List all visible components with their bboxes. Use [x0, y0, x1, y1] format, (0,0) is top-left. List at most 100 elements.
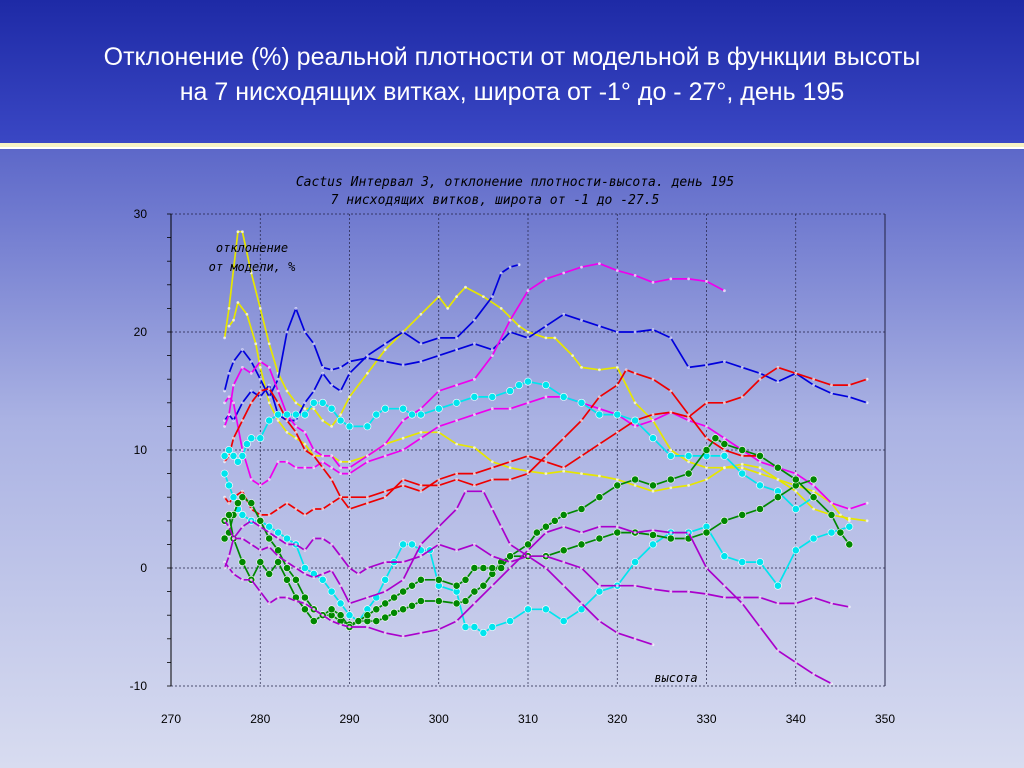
data-point [227, 554, 231, 558]
data-point [285, 501, 289, 505]
data-point [294, 599, 298, 603]
data-point [633, 274, 637, 277]
y-tick-label: -10 [130, 679, 148, 693]
data-point [791, 475, 800, 484]
data-point [366, 596, 369, 599]
data-point [809, 493, 818, 502]
data-point [756, 505, 764, 513]
data-point [241, 419, 244, 422]
data-point [267, 387, 271, 390]
data-point [256, 558, 265, 566]
data-point [847, 383, 851, 387]
data-point [232, 318, 235, 322]
data-point [383, 348, 387, 352]
data-point [238, 511, 247, 519]
x-tick-label: 310 [518, 712, 538, 726]
data-point [321, 454, 325, 458]
data-point [258, 590, 262, 593]
data-point [419, 543, 423, 546]
data-point [303, 407, 307, 411]
data-point [274, 546, 282, 555]
data-point [508, 407, 512, 411]
data-point [562, 560, 566, 564]
data-point [723, 448, 726, 452]
data-point [464, 285, 467, 289]
data-point [758, 371, 762, 375]
data-point [309, 398, 318, 407]
data-point [812, 672, 815, 676]
data-point [330, 425, 333, 428]
data-point [812, 377, 815, 381]
data-point [276, 596, 280, 599]
data-point [383, 342, 387, 346]
data-point [321, 537, 325, 540]
data-point [276, 460, 280, 464]
data-point [223, 519, 227, 523]
data-point [318, 575, 327, 584]
data-point [267, 383, 271, 387]
data-point [542, 605, 550, 614]
data-point [437, 543, 441, 546]
x-axis-label: высота [654, 671, 697, 685]
data-point [720, 451, 729, 460]
data-point [758, 596, 762, 599]
data-point [229, 451, 238, 460]
data-point [276, 377, 280, 381]
data-point [562, 436, 566, 440]
data-point [580, 566, 583, 570]
y-axis-label-line1: отклонение [216, 241, 288, 255]
data-point [229, 493, 238, 502]
data-point [738, 511, 747, 519]
data-point [339, 584, 342, 588]
data-point [544, 460, 548, 464]
data-point [533, 528, 541, 537]
data-point [363, 611, 372, 620]
data-point [312, 576, 316, 579]
data-point [267, 478, 271, 481]
data-point [847, 605, 851, 609]
data-point [437, 628, 441, 631]
x-tick-label: 350 [875, 712, 895, 726]
data-point [774, 581, 782, 590]
data-point [669, 277, 673, 281]
data-point [256, 434, 265, 443]
data-point [233, 457, 242, 466]
data-point [381, 613, 390, 622]
data-point [227, 501, 231, 505]
data-point [399, 605, 407, 614]
data-point [437, 354, 441, 357]
data-point [241, 401, 244, 405]
data-point [223, 425, 227, 428]
data-point [705, 592, 708, 596]
data-point [473, 377, 476, 381]
data-point [452, 398, 461, 407]
data-point [526, 289, 530, 293]
data-point [847, 519, 851, 523]
data-point [339, 460, 342, 464]
data-point [285, 460, 289, 464]
data-point [372, 605, 381, 614]
data-point [490, 554, 494, 558]
data-point [598, 619, 601, 623]
series-line [223, 230, 850, 522]
series-14 [223, 525, 833, 685]
data-point [227, 371, 231, 375]
data-point [258, 389, 262, 393]
data-point [562, 469, 566, 473]
data-point [232, 360, 235, 363]
data-point [794, 661, 798, 664]
data-point [383, 631, 387, 635]
data-point [390, 593, 398, 602]
data-point [366, 454, 369, 458]
data-point [399, 587, 407, 596]
data-point [847, 395, 851, 399]
data-point [473, 484, 476, 487]
data-point [223, 560, 227, 564]
data-point [401, 363, 405, 367]
data-point [455, 548, 458, 552]
data-point [651, 419, 655, 422]
data-point [812, 383, 815, 387]
data-point [223, 419, 227, 422]
data-point [633, 531, 637, 534]
data-point [321, 572, 325, 576]
